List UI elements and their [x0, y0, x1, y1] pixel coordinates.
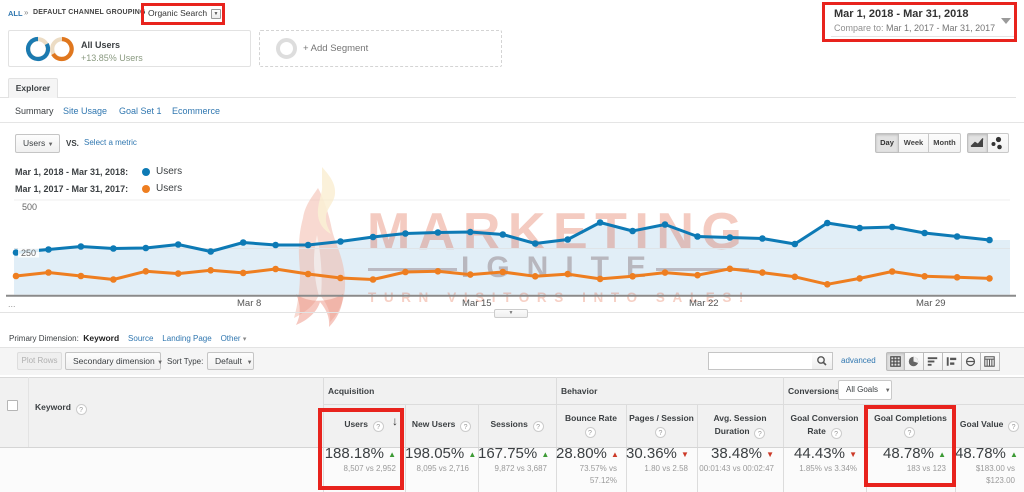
svg-text:Mar 15: Mar 15: [462, 298, 492, 309]
svg-text:500: 500: [22, 202, 37, 212]
svg-text:Mar 8: Mar 8: [237, 298, 261, 309]
svg-text:250: 250: [21, 248, 36, 258]
svg-text:Mar 29: Mar 29: [916, 298, 946, 309]
svg-text:TURN VISITORS INTO SALES!: TURN VISITORS INTO SALES!: [368, 290, 751, 305]
svg-text:...: ...: [8, 299, 16, 309]
svg-text:Mar 22: Mar 22: [689, 298, 719, 309]
